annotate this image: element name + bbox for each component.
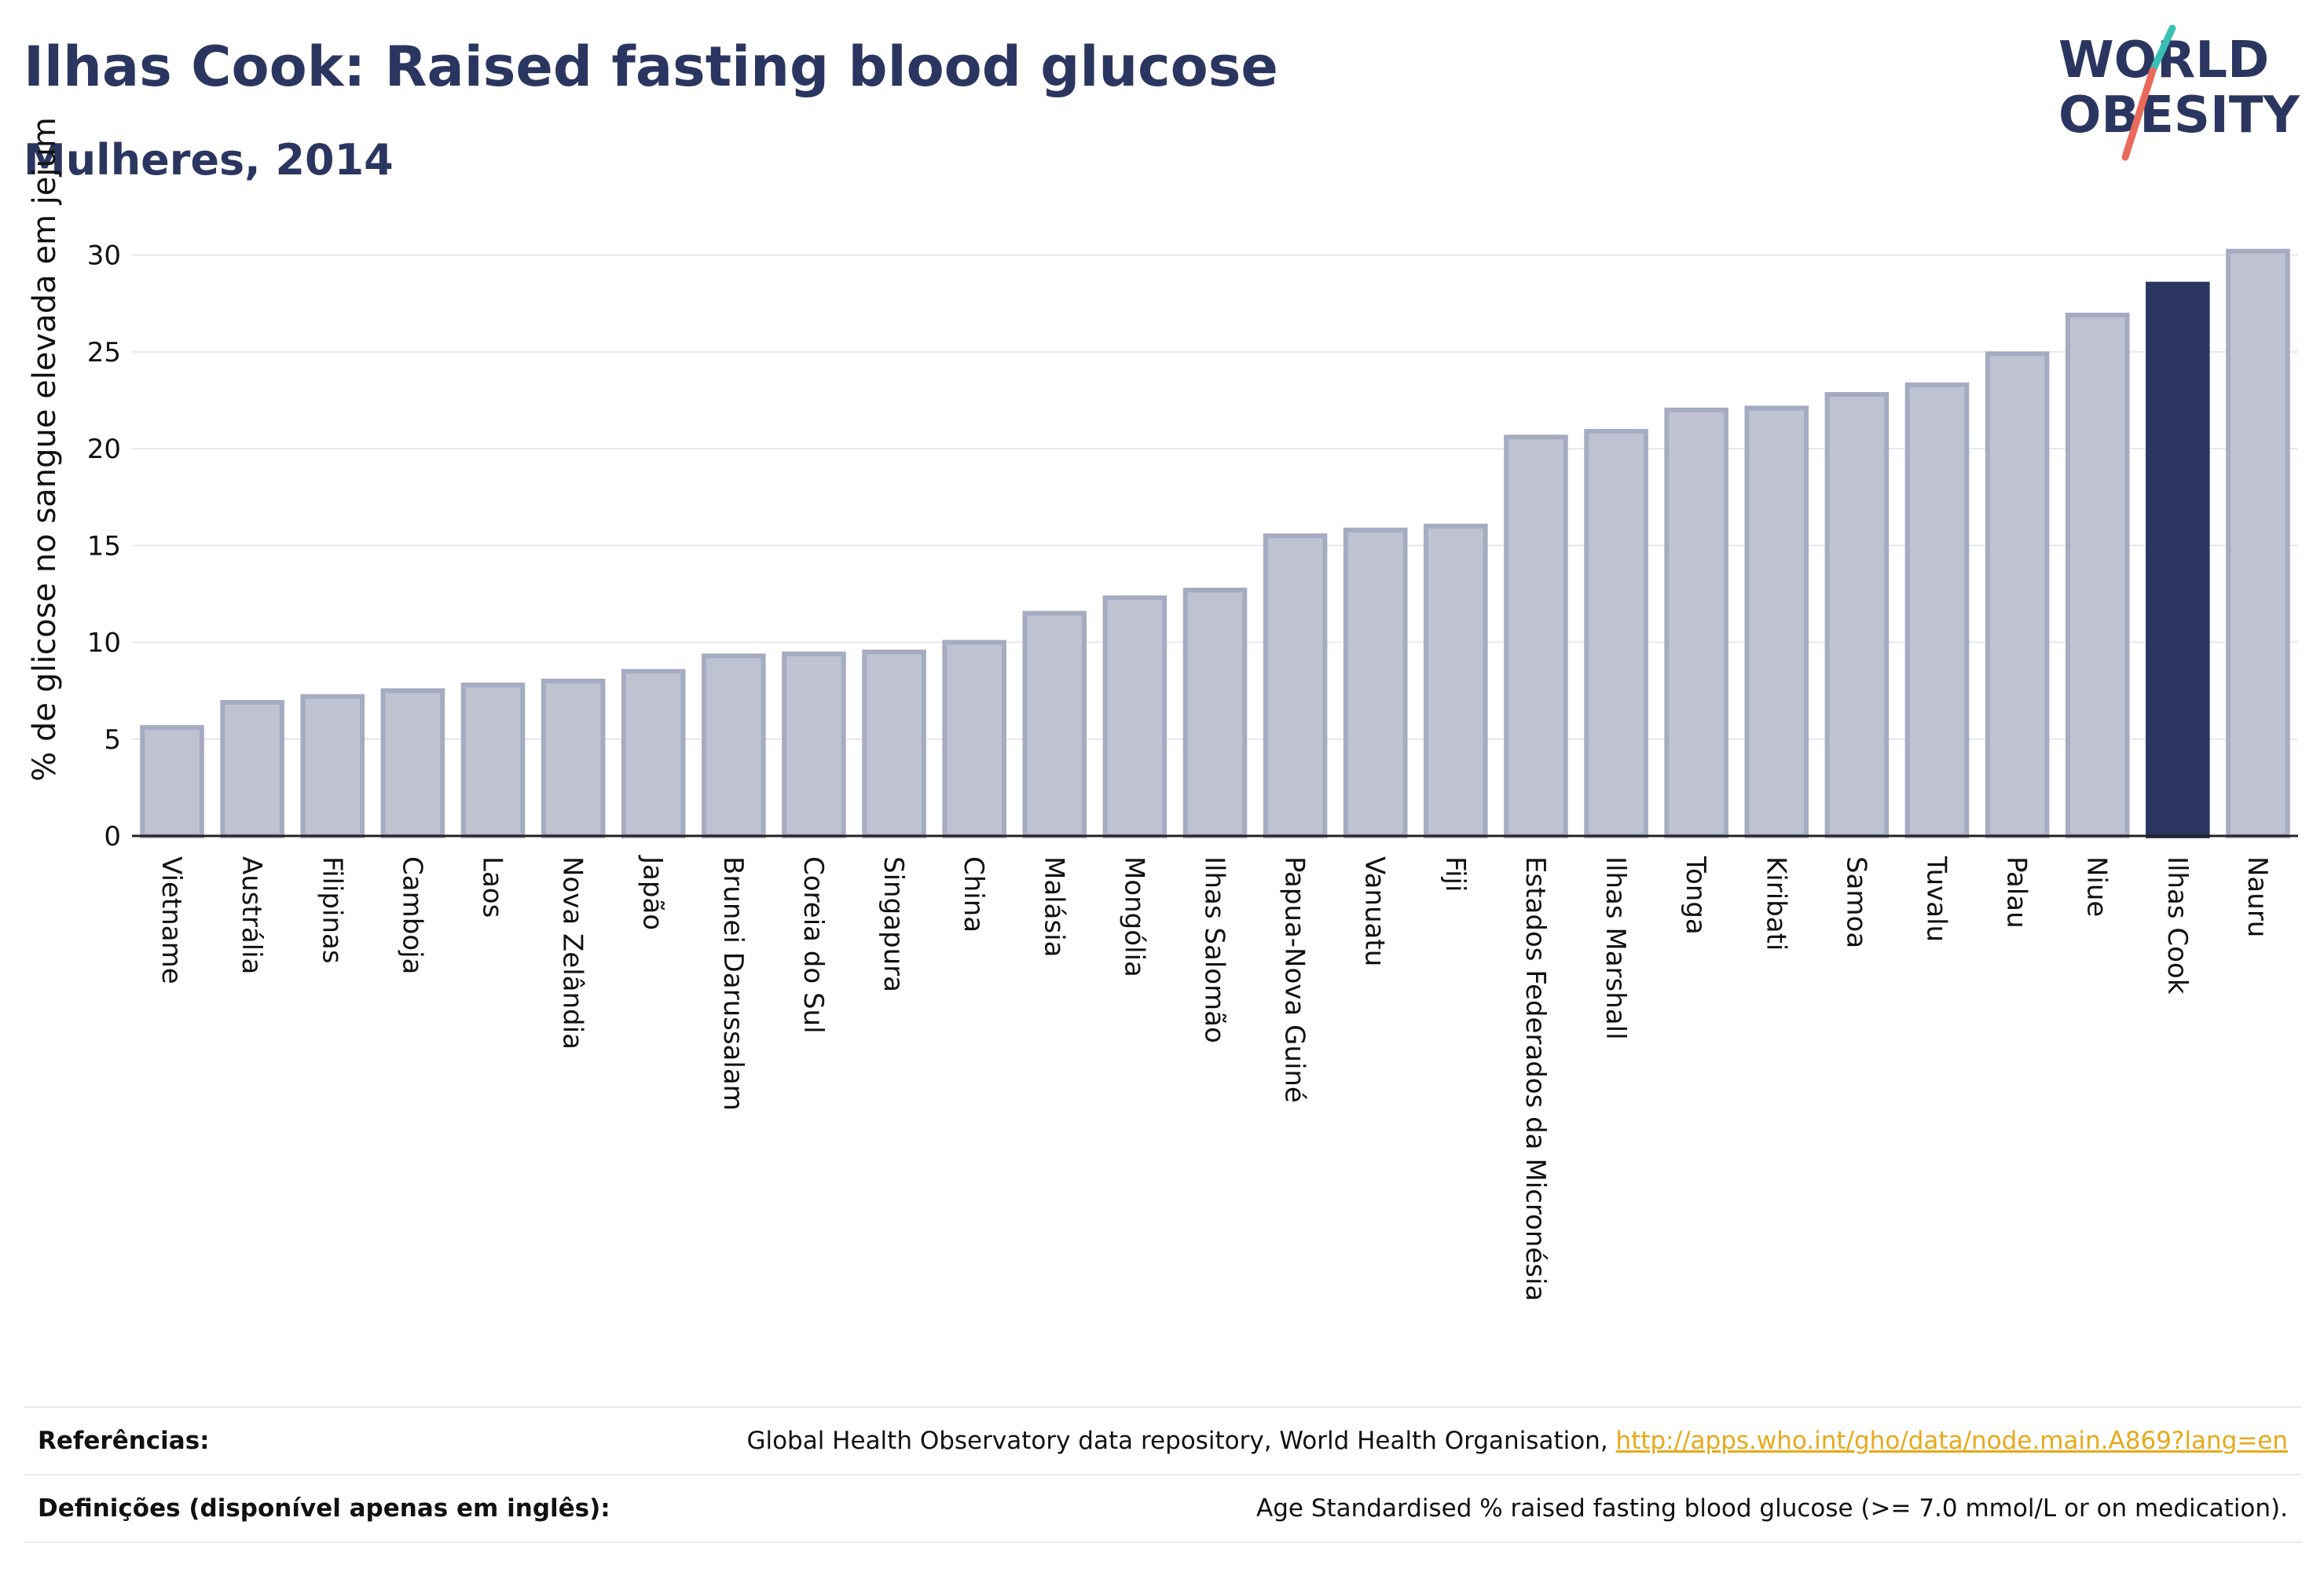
bar-brunei-darussalam <box>702 653 766 838</box>
x-tick-label: Ilhas Marshall <box>1600 856 1631 1040</box>
bar-malasia <box>1022 610 1087 838</box>
y-tick-label: 15 <box>87 530 121 562</box>
bar-nova-zelandia <box>541 678 606 838</box>
y-tick-label: 20 <box>87 434 121 465</box>
bar-vietname <box>140 724 204 839</box>
references-source-text: Global Health Observatory data repositor… <box>746 1427 1616 1455</box>
y-tick-label: 25 <box>87 337 121 368</box>
x-tick-label: Austrália <box>236 856 267 974</box>
bar-australia <box>220 699 284 838</box>
x-tick-label: Tonga <box>1680 856 1711 935</box>
definitions-value: Age Standardised % raised fasting blood … <box>1256 1494 2288 1523</box>
references-label: Referências: <box>38 1427 210 1455</box>
bar-niue <box>2065 313 2130 838</box>
bar-tonga <box>1664 407 1728 838</box>
bar-nauru <box>2226 248 2290 838</box>
bar-china <box>942 640 1006 839</box>
x-tick-label: Vietname <box>156 856 187 984</box>
references-source-link[interactable]: http://apps.who.int/gho/data/node.main.A… <box>1615 1427 2288 1455</box>
x-tick-label: Vanuatu <box>1359 856 1391 966</box>
bar-tuvalu <box>1904 382 1970 838</box>
x-tick-label: Mongólia <box>1118 856 1149 977</box>
y-tick-label: 30 <box>87 240 121 272</box>
references-table: Referências: Global Health Observatory d… <box>24 1406 2302 1543</box>
chart-title: Ilhas Cook: Raised fasting blood glucose <box>24 35 1278 99</box>
y-tick-label: 5 <box>104 724 121 756</box>
bar-mongolia <box>1102 595 1167 838</box>
definitions-label: Definições (disponível apenas em inglês)… <box>38 1494 610 1523</box>
bar-fiji <box>1424 523 1488 838</box>
x-tick-label: Papua-Nova Guiné <box>1279 856 1310 1103</box>
chart-subtitle: Mulheres, 2014 <box>24 135 394 185</box>
x-tick-label: Ilhas Salomão <box>1199 856 1230 1043</box>
bar-ilhas-cook <box>2146 281 2210 838</box>
bar-samoa <box>1824 392 1890 838</box>
bar-ilhas-marshall <box>1584 428 1648 838</box>
y-tick-label: 0 <box>104 821 121 852</box>
x-tick-label: Coreia do Sul <box>797 856 829 1034</box>
bar-palau <box>1985 351 2050 838</box>
bar-japao <box>621 669 686 838</box>
x-tick-label: Samoa <box>1840 856 1871 948</box>
x-tick-label: Niue <box>2081 856 2113 917</box>
x-tick-label: Tuvalu <box>1921 856 1952 942</box>
bar-laos <box>460 682 526 839</box>
bar-estados-federados-da-micronesia <box>1504 434 1568 838</box>
x-tick-label: Nova Zelândia <box>557 856 588 1050</box>
x-tick-label: Brunei Darussalam <box>717 856 749 1111</box>
bar-chart: 0 5 10 15 20 25 30 % de glicose no sangue eleva… <box>27 117 2298 1301</box>
world-obesity-logo: WORLD OBESITY <box>2058 24 2300 161</box>
x-tick-label: Filipinas <box>316 856 347 964</box>
bar-camboja <box>380 688 445 839</box>
x-tick-label: Kiribati <box>1760 856 1791 951</box>
x-tick-label: Ilhas Cook <box>2161 856 2193 995</box>
references-row: Referências: Global Health Observatory d… <box>24 1406 2302 1474</box>
bar-filipinas <box>300 694 365 838</box>
x-tick-label: Laos <box>477 856 508 918</box>
x-tick-label: Japão <box>637 855 669 930</box>
x-tick-label: Fiji <box>1439 856 1471 892</box>
logo-slash-teal <box>2149 24 2176 75</box>
bar-vanuatu <box>1343 527 1408 838</box>
x-tick-label: Camboja <box>396 856 427 974</box>
bar-papua-nova-guine <box>1263 533 1328 838</box>
references-value: Global Health Observatory data repositor… <box>746 1427 2288 1455</box>
x-tick-label: Palau <box>2001 856 2033 929</box>
y-tick-label: 10 <box>87 628 121 659</box>
definitions-row: Definições (disponível apenas em inglês)… <box>24 1474 2302 1543</box>
logo-slash-coral <box>2121 67 2157 161</box>
x-tick-label: China <box>958 856 989 933</box>
x-tick-label: Singapura <box>878 856 909 992</box>
bar-coreia-do-sul <box>782 651 846 839</box>
bar-singapura <box>862 649 926 838</box>
y-axis-label: % de glicose no sangue elevada em jejum <box>27 117 63 782</box>
logo-word-obesity: OBESITY <box>2058 86 2300 145</box>
bar-kiribati <box>1744 405 1809 838</box>
x-tick-label: Nauru <box>2242 856 2273 937</box>
x-tick-label: Estados Federados da Micronésia <box>1519 856 1551 1301</box>
bar-ilhas-salomao <box>1182 588 1248 839</box>
x-tick-label: Malásia <box>1038 856 1069 957</box>
